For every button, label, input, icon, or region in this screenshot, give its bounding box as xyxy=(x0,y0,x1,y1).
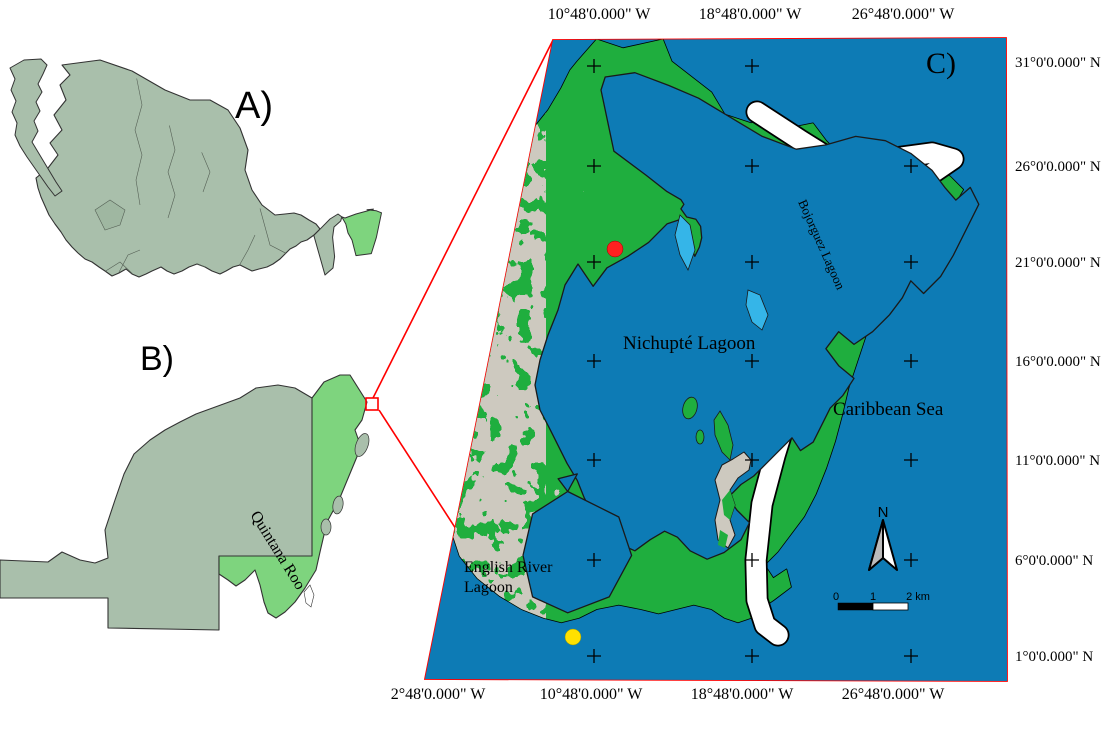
svg-text:18°48'0.000" W: 18°48'0.000" W xyxy=(699,6,803,23)
svg-text:2 km: 2 km xyxy=(906,591,930,603)
svg-text:26°48'0.000" W: 26°48'0.000" W xyxy=(852,6,956,23)
svg-text:31°0'0.000" N: 31°0'0.000" N xyxy=(1015,55,1101,71)
svg-text:16°0'0.000" N: 16°0'0.000" N xyxy=(1015,354,1101,370)
svg-text:6°0'0.000" N: 6°0'0.000" N xyxy=(1015,553,1093,569)
svg-text:N: N xyxy=(878,504,889,521)
svg-text:C): C) xyxy=(926,47,956,80)
svg-text:Nichupté Lagoon: Nichupté Lagoon xyxy=(623,333,756,354)
svg-text:11°0'0.000" N: 11°0'0.000" N xyxy=(1015,453,1100,469)
svg-text:0: 0 xyxy=(833,591,839,603)
svg-text:26°0'0.000" N: 26°0'0.000" N xyxy=(1015,159,1101,175)
svg-text:1: 1 xyxy=(870,591,876,603)
svg-text:English River: English River xyxy=(464,559,553,576)
svg-text:26°48'0.000" W: 26°48'0.000" W xyxy=(842,686,946,703)
svg-text:Lagoon: Lagoon xyxy=(464,579,513,596)
svg-text:10°48'0.000" W: 10°48'0.000" W xyxy=(540,686,644,703)
svg-text:Caribbean Sea: Caribbean Sea xyxy=(833,399,944,420)
svg-text:10°48'0.000" W: 10°48'0.000" W xyxy=(548,6,652,23)
svg-text:21°0'0.000" N: 21°0'0.000" N xyxy=(1015,255,1101,271)
svg-text:2°48'0.000" W: 2°48'0.000" W xyxy=(391,686,487,703)
svg-text:18°48'0.000" W: 18°48'0.000" W xyxy=(691,686,795,703)
svg-text:1°0'0.000" N: 1°0'0.000" N xyxy=(1015,649,1093,665)
